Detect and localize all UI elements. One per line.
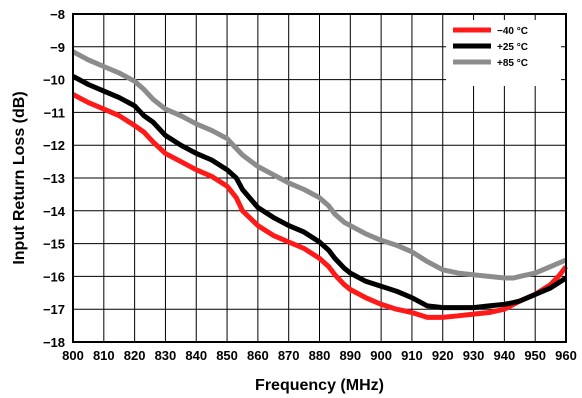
x-tick-label: 890 [339, 348, 361, 363]
y-tick-label: −9 [50, 40, 65, 55]
x-tick-label: 870 [278, 348, 300, 363]
legend-label-2: +85 °C [497, 58, 528, 69]
series-line-0 [71, 92, 568, 320]
y-tick-label: −11 [44, 105, 65, 120]
y-tick-label: −10 [43, 73, 65, 88]
x-tick-label: 850 [216, 348, 238, 363]
legend-label-1: +25 °C [497, 42, 528, 53]
x-tick-label: 950 [524, 348, 546, 363]
x-tick-label: 900 [370, 348, 392, 363]
y-tick-label: −17 [43, 302, 65, 317]
series-lines [71, 49, 568, 320]
tick-labels: 800 810 820 830 840 850 860 870 880 890 900 910 920 9… [43, 7, 577, 363]
x-tick-label: 820 [124, 348, 146, 363]
y-tick-label: −13 [43, 171, 65, 186]
x-tick-label: 860 [247, 348, 269, 363]
series-line-1 [71, 74, 568, 311]
y-tick-label: −18 [43, 335, 65, 350]
legend-label-0: −40 °C [497, 26, 528, 37]
x-tick-label: 880 [309, 348, 331, 363]
y-tick-label: −15 [43, 237, 65, 252]
y-axis-label: Input Return Loss (dB) [11, 91, 28, 264]
x-tick-label: 800 [62, 348, 84, 363]
y-tick-label: −16 [43, 269, 65, 284]
x-tick-label: 960 [555, 348, 577, 363]
x-tick-label: 930 [463, 348, 485, 363]
y-tick-label: −12 [43, 138, 65, 153]
plot-frame [72, 13, 567, 343]
x-tick-label: 830 [155, 348, 177, 363]
y-tick-label: −14 [43, 204, 66, 219]
x-tick-label: 920 [432, 348, 454, 363]
x-tick-label: 910 [401, 348, 423, 363]
legend: −40 °C +25 °C +85 °C [446, 20, 561, 86]
x-tick-label: 810 [93, 348, 115, 363]
x-axis-label: Frequency (MHz) [255, 377, 384, 394]
x-tick-label: 840 [185, 348, 207, 363]
series-line-2 [71, 49, 567, 281]
x-tick-label: 940 [494, 348, 516, 363]
y-tick-label: −8 [50, 7, 65, 22]
